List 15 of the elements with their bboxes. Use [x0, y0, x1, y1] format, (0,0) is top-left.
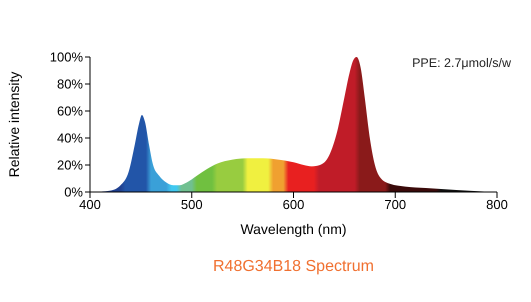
y-tick-label: 80%: [56, 76, 84, 92]
x-tick-label: 800: [486, 197, 508, 212]
x-tick-label: 500: [180, 197, 203, 212]
x-tick-label: 600: [282, 197, 304, 212]
x-tick-label: 400: [79, 197, 101, 212]
y-tick-label: 40%: [56, 130, 84, 146]
x-tick-label: 700: [384, 197, 406, 212]
y-tick-label: 20%: [56, 158, 84, 173]
y-tick-label: 0%: [64, 184, 84, 200]
y-tick-label: 60%: [56, 104, 84, 119]
y-tick-label: 100%: [50, 50, 84, 65]
y-axis-title: Relative intensity: [6, 72, 22, 178]
annotation: PPE: 2.7μmol/s/w: [412, 56, 511, 70]
x-axis-title: Wavelength (nm): [240, 221, 347, 237]
text: R48G34B18 Spectrum: [212, 258, 375, 276]
